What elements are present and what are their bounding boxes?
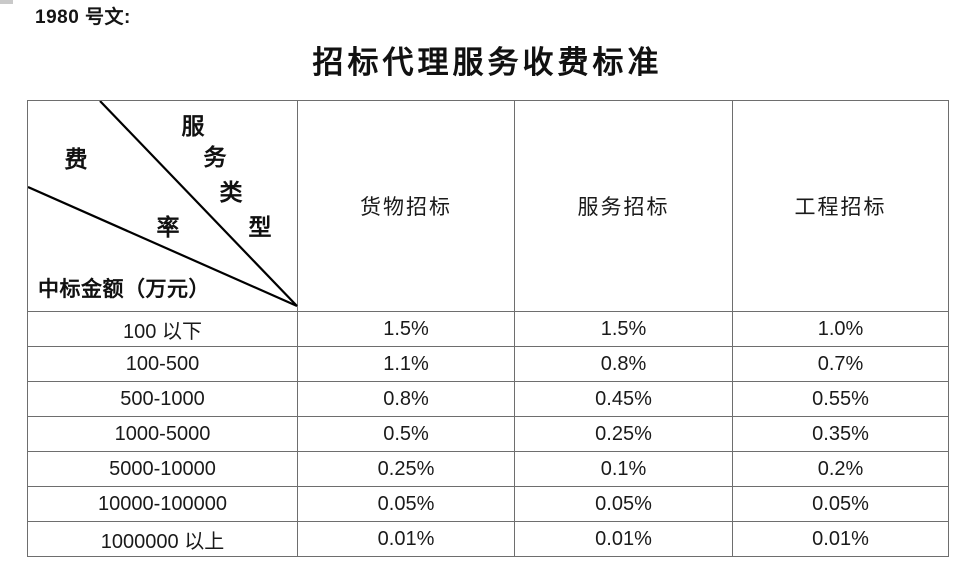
table-row: 100 以下 1.5% 1.5% 1.0% <box>27 311 949 347</box>
fee-value-cell: 1.0% <box>732 311 949 347</box>
diagonal-header-cell: 服 务 类 型 费 率 中标金额（万元） <box>27 100 298 312</box>
row-range-cell: 500-1000 <box>27 381 298 417</box>
service-type-char-2: 务 <box>203 145 227 170</box>
fee-value-cell: 0.01% <box>732 521 949 557</box>
fee-value-cell: 0.05% <box>514 486 733 522</box>
fee-value-cell: 1.5% <box>297 311 515 347</box>
fee-value-cell: 1.5% <box>514 311 733 347</box>
table-row: 1000000 以上 0.01% 0.01% 0.01% <box>27 521 949 557</box>
row-range-cell: 10000-100000 <box>27 486 298 522</box>
column-header-goods: 货物招标 <box>297 100 515 312</box>
service-type-char-1: 服 <box>181 114 205 139</box>
table-row: 500-1000 0.8% 0.45% 0.55% <box>27 381 949 417</box>
fee-value-cell: 0.8% <box>297 381 515 417</box>
row-axis-label: 中标金额（万元） <box>38 277 210 301</box>
fee-value-cell: 0.05% <box>297 486 515 522</box>
fee-value-cell: 0.01% <box>297 521 515 557</box>
service-type-char-3: 类 <box>219 180 243 205</box>
fee-value-cell: 0.5% <box>297 416 515 452</box>
column-header-engineering: 工程招标 <box>732 100 949 312</box>
fee-value-cell: 0.35% <box>732 416 949 452</box>
table-row: 10000-100000 0.05% 0.05% 0.05% <box>27 486 949 522</box>
table-header-row: 服 务 类 型 费 率 中标金额（万元） 货物招标 服务招标 工程招标 <box>27 100 949 312</box>
fee-value-cell: 0.25% <box>514 416 733 452</box>
doc-number: 1980 号文: <box>35 7 131 28</box>
fee-rate-char-1: 费 <box>64 147 88 172</box>
fee-value-cell: 0.7% <box>732 346 949 382</box>
table-row: 5000-10000 0.25% 0.1% 0.2% <box>27 451 949 487</box>
row-range-cell: 5000-10000 <box>27 451 298 487</box>
scan-artifact <box>0 0 13 4</box>
fee-value-cell: 0.01% <box>514 521 733 557</box>
page-title: 招标代理服务收费标准 <box>312 45 663 80</box>
fee-value-cell: 1.1% <box>297 346 515 382</box>
diagonal-split-lines <box>28 101 298 308</box>
fee-value-cell: 0.45% <box>514 381 733 417</box>
fee-value-cell: 0.25% <box>297 451 515 487</box>
fee-rate-char-2: 率 <box>156 215 180 240</box>
fee-standard-table: 服 务 类 型 费 率 中标金额（万元） 货物招标 服务招标 工程招标 100 … <box>27 100 949 557</box>
row-range-cell: 1000000 以上 <box>27 521 298 557</box>
fee-value-cell: 0.55% <box>732 381 949 417</box>
row-range-cell: 100-500 <box>27 346 298 382</box>
fee-value-cell: 0.8% <box>514 346 733 382</box>
fee-value-cell: 0.1% <box>514 451 733 487</box>
fee-value-cell: 0.2% <box>732 451 949 487</box>
row-range-cell: 1000-5000 <box>27 416 298 452</box>
row-range-cell: 100 以下 <box>27 311 298 347</box>
table-row: 1000-5000 0.5% 0.25% 0.35% <box>27 416 949 452</box>
service-type-char-4: 型 <box>248 215 272 240</box>
fee-value-cell: 0.05% <box>732 486 949 522</box>
column-header-service: 服务招标 <box>514 100 733 312</box>
table-row: 100-500 1.1% 0.8% 0.7% <box>27 346 949 382</box>
